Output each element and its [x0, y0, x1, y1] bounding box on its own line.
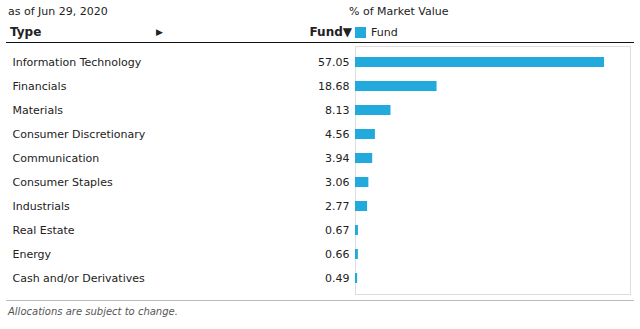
- svg-text:Real Estate: Real Estate: [13, 224, 75, 237]
- html-text:Fund: Fund: [371, 26, 398, 39]
- svg-text:Industrials: Industrials: [13, 200, 71, 213]
- html-text:as of Jun 29, 2020: as of Jun 29, 2020: [8, 5, 108, 18]
- svg-text:Communication: Communication: [13, 152, 100, 165]
- html-text:Fund▼: Fund▼: [309, 25, 352, 39]
- svg-text:3.94: 3.94: [325, 152, 350, 165]
- html-text:Type: Type: [10, 25, 42, 39]
- svg-text:Materials: Materials: [13, 104, 64, 117]
- html-text:Allocations are subject to cha: Allocations are subject to change.: [8, 306, 178, 317]
- svg-text:3.06: 3.06: [325, 176, 350, 189]
- svg-text:0.49: 0.49: [325, 272, 350, 285]
- html-text:% of Market Value: % of Market Value: [349, 5, 449, 18]
- svg-text:Financials: Financials: [13, 80, 67, 93]
- svg-text:Energy: Energy: [13, 248, 52, 261]
- svg-text:2.77: 2.77: [325, 200, 350, 213]
- svg-text:8.13: 8.13: [325, 104, 350, 117]
- svg-text:57.05: 57.05: [318, 56, 350, 69]
- svg-text:Consumer Staples: Consumer Staples: [13, 176, 113, 189]
- svg-text:Information Technology: Information Technology: [13, 56, 142, 69]
- svg-text:0.66: 0.66: [325, 248, 350, 261]
- svg-text:Consumer Discretionary: Consumer Discretionary: [13, 128, 146, 141]
- svg-text:4.56: 4.56: [325, 128, 350, 141]
- svg-text:0.67: 0.67: [325, 224, 350, 237]
- svg-text:18.68: 18.68: [318, 80, 350, 93]
- svg-text:Cash and/or Derivatives: Cash and/or Derivatives: [13, 272, 145, 285]
